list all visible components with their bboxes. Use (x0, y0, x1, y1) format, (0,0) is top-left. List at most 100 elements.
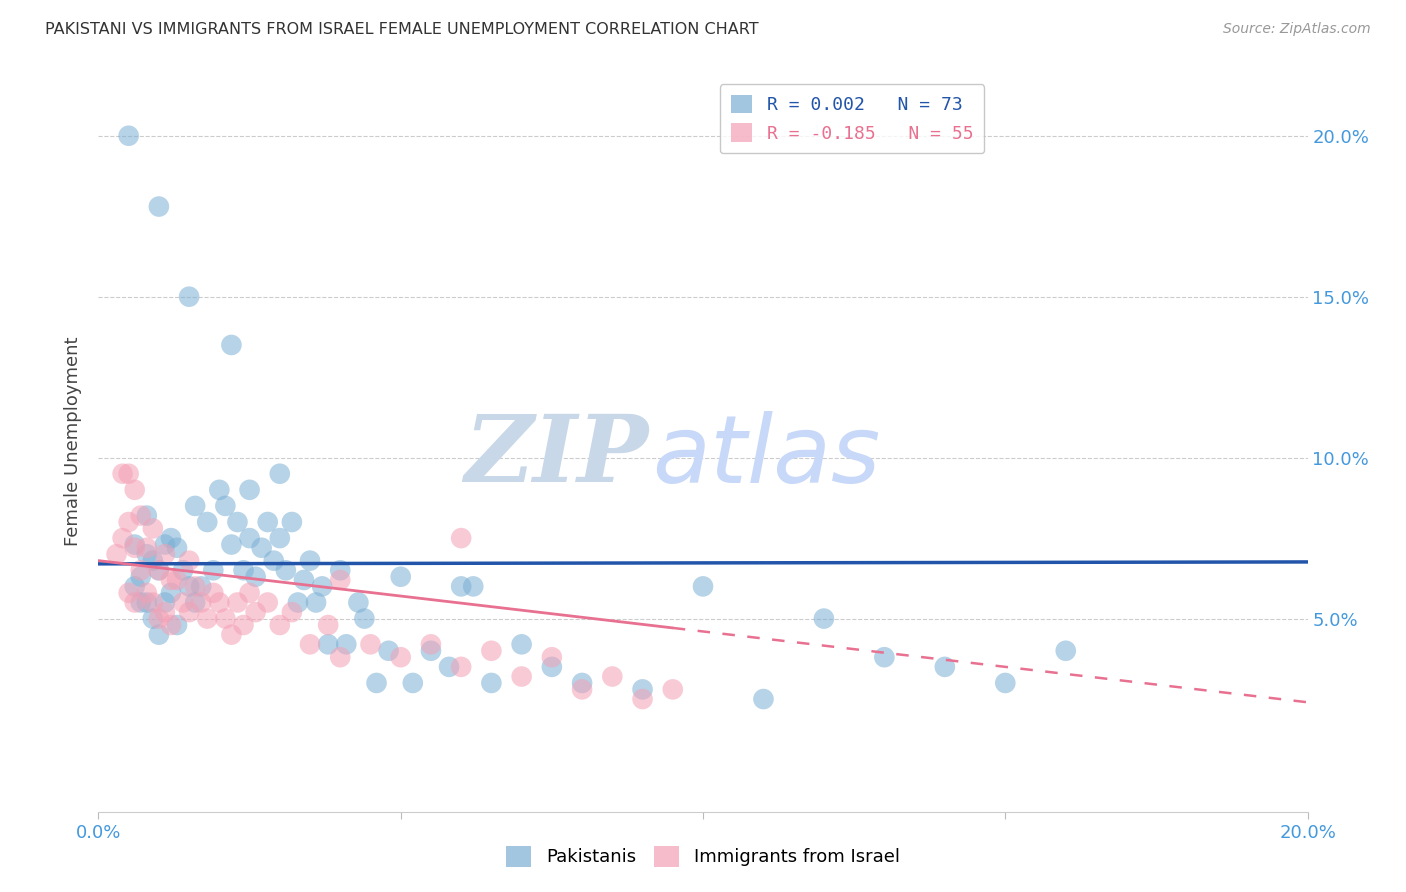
Point (221, 537, 243, 551)
Point (202, 586, 225, 600)
Point (316, 637, 339, 651)
Point (153, 605, 176, 619)
Point (153, 547, 176, 561)
Legend: Pakistanis, Immigrants from Israel: Pakistanis, Immigrants from Israel (499, 838, 907, 874)
Point (232, 563, 254, 577)
Point (450, 579, 472, 593)
Point (172, 563, 194, 577)
Point (142, 595, 165, 609)
Point (994, 676, 1017, 690)
Point (299, 637, 322, 651)
Point (571, 676, 593, 690)
Point (179, 554, 201, 568)
Point (299, 554, 322, 568)
Point (602, 669, 624, 683)
Point (239, 531, 262, 545)
Point (292, 573, 315, 587)
Point (124, 541, 146, 555)
Point (135, 595, 157, 609)
Point (160, 586, 183, 600)
Point (245, 605, 267, 619)
Point (353, 611, 375, 625)
Point (129, 570, 152, 584)
Point (540, 660, 562, 674)
Point (239, 483, 262, 497)
Point (202, 563, 225, 577)
Point (153, 595, 176, 609)
Point (142, 611, 165, 625)
Point (281, 515, 304, 529)
Point (274, 563, 297, 577)
Point (129, 563, 152, 577)
Point (631, 682, 654, 697)
Point (329, 573, 352, 587)
Point (873, 650, 896, 665)
Point (269, 531, 291, 545)
Point (118, 515, 141, 529)
Point (316, 618, 339, 632)
Point (510, 637, 533, 651)
Point (118, 467, 141, 481)
Point (160, 618, 183, 632)
Point (118, 586, 141, 600)
Text: atlas: atlas (652, 411, 880, 502)
Point (510, 669, 533, 683)
Point (420, 637, 443, 651)
Point (195, 515, 218, 529)
Point (463, 579, 485, 593)
Point (148, 628, 170, 642)
Text: PAKISTANI VS IMMIGRANTS FROM ISRAEL FEMALE UNEMPLOYMENT CORRELATION CHART: PAKISTANI VS IMMIGRANTS FROM ISRAEL FEMA… (45, 22, 759, 37)
Point (269, 467, 291, 481)
Point (160, 573, 183, 587)
Point (214, 611, 236, 625)
Point (377, 644, 399, 658)
Point (148, 563, 170, 577)
Point (195, 611, 218, 625)
Point (232, 618, 254, 632)
Point (245, 570, 267, 584)
Point (226, 595, 249, 609)
Point (305, 595, 328, 609)
Point (129, 595, 152, 609)
Point (184, 499, 207, 513)
Point (437, 660, 460, 674)
Point (166, 541, 188, 555)
Point (208, 595, 231, 609)
Text: Source: ZipAtlas.com: Source: ZipAtlas.com (1223, 22, 1371, 37)
Point (481, 644, 503, 658)
Point (124, 595, 146, 609)
Point (1054, 644, 1077, 658)
Point (540, 650, 562, 665)
Point (692, 579, 714, 593)
Point (184, 579, 207, 593)
Point (239, 586, 262, 600)
Point (450, 531, 472, 545)
Point (190, 595, 212, 609)
Point (347, 595, 370, 609)
Y-axis label: Female Unemployment: Female Unemployment (63, 337, 82, 546)
Point (329, 650, 352, 665)
Text: ZIP: ZIP (464, 411, 648, 501)
Point (420, 644, 443, 658)
Point (135, 508, 157, 523)
Point (135, 586, 157, 600)
Point (661, 682, 683, 697)
Point (166, 618, 188, 632)
Legend: R = 0.002   N = 73, R = -0.185   N = 55: R = 0.002 N = 73, R = -0.185 N = 55 (720, 84, 984, 153)
Point (190, 579, 212, 593)
Point (111, 531, 134, 545)
Point (148, 200, 170, 214)
Point (208, 483, 231, 497)
Point (124, 483, 146, 497)
Point (269, 618, 291, 632)
Point (166, 573, 188, 587)
Point (311, 579, 333, 593)
Point (184, 595, 207, 609)
Point (752, 692, 775, 706)
Point (335, 637, 357, 651)
Point (179, 290, 201, 304)
Point (360, 637, 382, 651)
Point (105, 547, 128, 561)
Point (250, 541, 273, 555)
Point (571, 682, 593, 697)
